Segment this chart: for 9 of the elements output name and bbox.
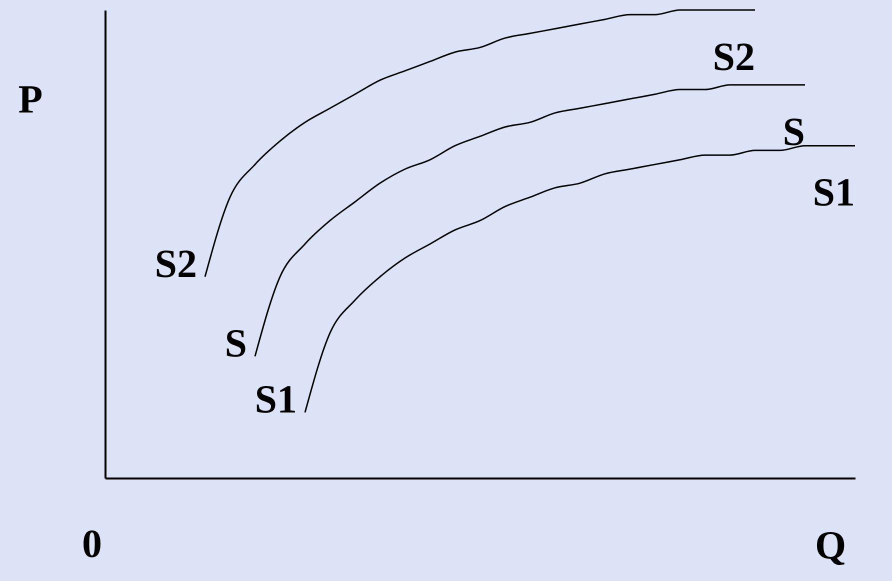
y-axis-title: P	[18, 76, 43, 122]
annotation: S1	[812, 170, 855, 215]
series-label: S	[224, 320, 247, 366]
x-axis-title: Q	[814, 522, 846, 568]
annotation: S	[782, 108, 805, 154]
text: 0	[82, 521, 102, 566]
annotation: S2	[712, 34, 755, 79]
series-label: S2	[154, 240, 197, 286]
series-label: S1	[254, 376, 297, 422]
